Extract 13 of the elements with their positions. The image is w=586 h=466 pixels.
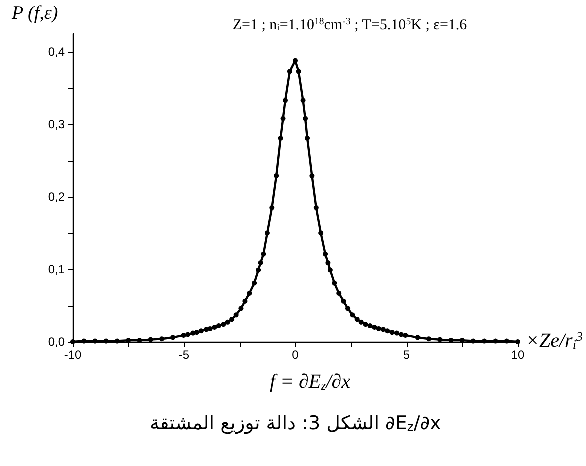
y-tick-label: 0,1	[48, 262, 66, 277]
y-tick-label: 0,2	[48, 190, 66, 204]
x-tick-label: -10	[64, 348, 82, 362]
y-tick-label: 0,3	[48, 118, 66, 132]
y-axis-title: P (f,ε)	[11, 3, 58, 24]
x-tick-label: 5	[403, 348, 410, 362]
text: ×Ze/ri3	[526, 329, 584, 352]
y-tick-label: 0,4	[48, 45, 66, 60]
x-axis-title: f = ∂Ez/∂x	[270, 371, 351, 393]
x-tick-label: 10	[511, 348, 525, 362]
x-tick-label: -5	[178, 348, 190, 362]
y-tick-label: 0,0	[48, 335, 66, 349]
x-tick-label: 0	[292, 348, 300, 362]
